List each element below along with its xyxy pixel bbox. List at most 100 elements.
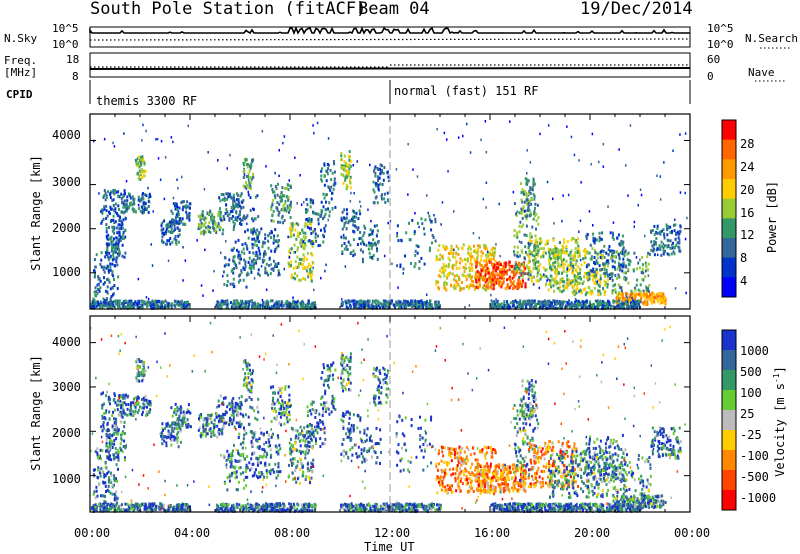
- power-cell: [578, 271, 581, 275]
- power-cell: [672, 241, 674, 245]
- power-cell: [328, 186, 330, 190]
- power-cell: [306, 203, 309, 207]
- power-cell: [110, 235, 113, 239]
- power-cbar-tick: 20: [740, 183, 755, 197]
- power-cell: [295, 265, 298, 269]
- power-cell: [287, 235, 289, 239]
- power-cell: [368, 241, 370, 245]
- power-cell: [638, 292, 641, 296]
- power-cell: [305, 197, 308, 201]
- power-cell: [116, 231, 119, 235]
- power-cell: [212, 219, 214, 223]
- power-cell: [458, 266, 461, 270]
- power-cell: [114, 207, 117, 211]
- power-cell: [611, 254, 614, 258]
- power-cell: [278, 211, 281, 215]
- power-cell: [563, 300, 566, 304]
- power-cell: [348, 150, 351, 154]
- power-cell: [106, 214, 109, 218]
- power-cell: [585, 291, 588, 295]
- power-cell: [599, 237, 602, 241]
- power-cell: [134, 210, 137, 214]
- power-cell: [496, 261, 499, 265]
- power-cell: [135, 164, 138, 168]
- power-cell: [657, 298, 659, 302]
- power-cell: [527, 201, 530, 205]
- power-cell: [511, 264, 514, 268]
- power-cell: [289, 235, 292, 239]
- power-cell: [276, 305, 279, 309]
- power-cell: [497, 266, 499, 270]
- power-cell: [589, 303, 592, 307]
- power-cell: [678, 241, 681, 245]
- power-cell: [383, 192, 386, 196]
- power-cell: [238, 204, 241, 208]
- power-cell: [569, 257, 572, 261]
- power-cell: [653, 224, 656, 228]
- power-cell: [231, 197, 234, 201]
- power-cell: [116, 236, 119, 240]
- power-cell: [233, 267, 236, 270]
- power-cell: [256, 303, 259, 307]
- power-cell: [659, 198, 662, 201]
- power-cell: [140, 198, 143, 202]
- power-cell: [301, 240, 304, 244]
- power-cell: [548, 300, 551, 303]
- power-cell: [461, 273, 464, 277]
- velocity-cell: [130, 408, 133, 412]
- power-cell: [437, 274, 440, 278]
- power-cell: [121, 243, 124, 247]
- power-cell: [576, 305, 579, 309]
- power-cell: [452, 255, 455, 259]
- nsky-frame: [89, 26, 691, 48]
- power-cell: [114, 264, 117, 268]
- power-cell: [272, 259, 275, 263]
- power-cell: [521, 216, 524, 220]
- power-cell: [154, 303, 157, 307]
- power-cell: [402, 267, 405, 271]
- power-cell: [327, 167, 329, 171]
- power-cell: [546, 180, 549, 184]
- power-cell: [261, 130, 264, 133]
- power-cell: [559, 241, 561, 244]
- power-cell: [271, 203, 274, 207]
- power-cell: [351, 217, 353, 221]
- power-cell: [493, 254, 495, 258]
- power-cell: [512, 287, 515, 291]
- power-cell: [310, 222, 312, 226]
- power-cell: [472, 280, 475, 284]
- power-cell: [592, 232, 595, 236]
- power-cell: [267, 234, 270, 238]
- power-cell: [445, 245, 447, 249]
- power-cell: [573, 305, 576, 308]
- power-cell: [367, 301, 370, 305]
- power-cell: [103, 298, 106, 302]
- power-cell: [115, 226, 118, 230]
- power-cell: [206, 211, 209, 215]
- power-cell: [558, 281, 561, 285]
- power-cell: [314, 301, 316, 305]
- power-cell: [539, 273, 542, 277]
- power-cell: [376, 240, 379, 244]
- power-cell: [566, 125, 568, 128]
- velocity-cell: [100, 467, 103, 471]
- power-cell: [345, 208, 348, 212]
- power-cell: [484, 264, 487, 268]
- power-cell: [115, 190, 118, 194]
- power-cell: [274, 248, 277, 251]
- power-cell: [420, 217, 423, 221]
- power-cell: [344, 217, 347, 221]
- velocity-cell: [105, 490, 107, 493]
- power-cell: [577, 244, 580, 248]
- power-cell: [413, 301, 416, 305]
- power-cell: [473, 288, 476, 292]
- power-cell: [367, 208, 369, 211]
- power-cell: [161, 240, 164, 244]
- power-cell: [286, 304, 289, 308]
- power-cell: [372, 238, 375, 242]
- power-cell: [123, 255, 126, 259]
- power-cell: [307, 275, 310, 279]
- velocity-cell: [104, 466, 107, 469]
- power-cell: [465, 278, 468, 282]
- power-cell: [589, 243, 592, 247]
